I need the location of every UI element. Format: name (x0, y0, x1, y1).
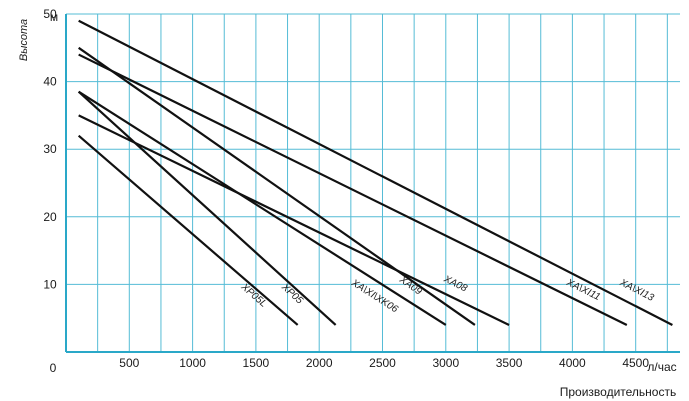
y-tick-label: 40 (43, 75, 57, 89)
y-tick-label: 50 (43, 7, 57, 21)
x-unit-label: л/час (647, 360, 676, 374)
x-tick-label: 500 (119, 356, 139, 370)
x-axis-label: Производительность (560, 385, 676, 399)
series-lines (77, 19, 673, 326)
grid (66, 13, 680, 352)
series-line (78, 53, 628, 326)
y-axis-label: Высота (18, 19, 30, 61)
x-tick-label: 3500 (496, 356, 523, 370)
x-tick-label: 1000 (179, 356, 206, 370)
series-line (77, 90, 337, 326)
series-line (78, 114, 510, 326)
y-unit-label: м (50, 10, 58, 24)
x-tick-label: 1500 (243, 356, 270, 370)
series-label: XA\XI11 (564, 277, 602, 303)
x-tick-label: 3000 (432, 356, 459, 370)
x-tick-label: 4500 (622, 356, 649, 370)
x-origin-label: 0 (50, 361, 57, 375)
series-line (78, 90, 447, 326)
y-tick-label: 10 (43, 277, 57, 291)
series-line (78, 19, 673, 326)
x-tick-label: 4000 (559, 356, 586, 370)
y-tick-label: 30 (43, 142, 57, 156)
series-label: XA08 (441, 273, 469, 294)
series-label: XA\XI\XK06 (348, 277, 400, 315)
series-line (77, 134, 299, 326)
x-tick-label: 2000 (306, 356, 333, 370)
y-tick-label: 20 (43, 210, 57, 224)
x-tick-label: 2500 (369, 356, 396, 370)
series-line (78, 46, 476, 326)
axes (65, 14, 680, 353)
tick-labels: 500 1000 1500 2000 2500 3000 3500 4000 4500 0 10 20… (43, 7, 649, 375)
